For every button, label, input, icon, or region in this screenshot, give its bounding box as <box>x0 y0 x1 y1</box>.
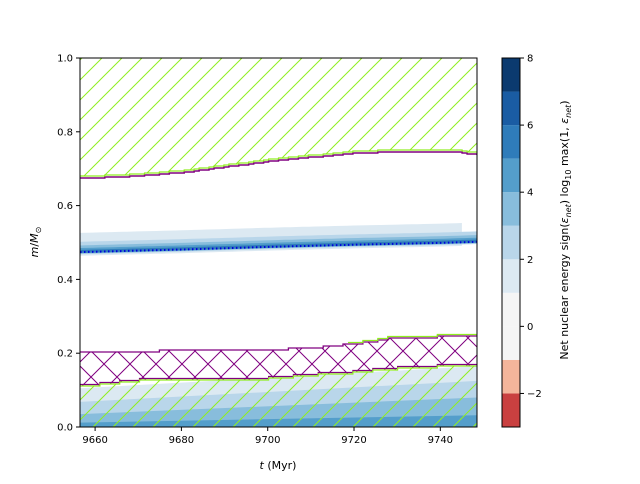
colorbar-segment <box>502 259 520 293</box>
x-axis-label: t (Myr) <box>260 459 297 472</box>
x-tick-label: 9700 <box>255 435 280 446</box>
plot-frame <box>79 57 478 428</box>
colorbar-label: Net nuclear energy sign(εnet) log10 max(… <box>558 100 573 359</box>
colorbar-segment <box>502 292 520 327</box>
colorbar-segment <box>502 393 520 427</box>
y-axis-ticks: 0.0 0.2 0.4 0.6 0.8 1.0 <box>57 54 80 434</box>
colorbar-segment <box>502 125 520 159</box>
colorbar-segment <box>502 326 520 360</box>
core-convection-edge <box>80 365 477 387</box>
core-convection-hatch <box>80 366 477 427</box>
envelope-convection-edge <box>80 149 477 177</box>
overshoot-top-edge <box>80 335 477 353</box>
colorbar-segment <box>502 91 520 126</box>
colorbar-segment <box>502 359 520 394</box>
y-tick-label: 0.8 <box>57 127 73 138</box>
colorbar-segment <box>502 192 520 226</box>
colorbar-tick-label: 6 <box>527 121 533 132</box>
colorbar-tick-label: 8 <box>527 54 533 65</box>
x-tick-label: 9660 <box>82 435 107 446</box>
colorbar-segment <box>502 225 520 260</box>
x-tick-label: 9740 <box>428 435 453 446</box>
colorbar-tick-label: 2 <box>527 255 533 266</box>
colorbar-tick-label: 0 <box>527 322 533 333</box>
overshoot-top-green-edge <box>348 333 477 344</box>
envelope-overshoot-edge <box>80 151 477 179</box>
colorbar-segment <box>502 58 520 92</box>
colorbar <box>501 57 521 428</box>
plot-area <box>80 58 477 427</box>
y-tick-label: 0.6 <box>57 201 73 212</box>
y-tick-label: 0.0 <box>57 423 73 434</box>
y-tick-label: 0.2 <box>57 349 73 360</box>
x-tick-label: 9680 <box>169 435 194 446</box>
colorbar-ticks: −2 0 2 4 6 8 <box>520 54 542 400</box>
burning-shell-level-5 <box>80 239 477 253</box>
mixing-regions <box>80 58 477 427</box>
x-axis-ticks: 9660 9680 9700 9720 9740 <box>82 427 453 446</box>
colorbar-tick-label: 4 <box>527 188 533 199</box>
overshoot-hatch <box>80 336 477 386</box>
x-tick-label: 9720 <box>341 435 366 446</box>
y-axis-label: m/M⊙ <box>28 227 43 258</box>
y-tick-label: 1.0 <box>57 54 73 65</box>
envelope-convection-hatch <box>80 58 477 176</box>
colorbar-segment <box>502 158 520 193</box>
y-tick-label: 0.4 <box>57 275 73 286</box>
colorbar-frame <box>501 57 521 428</box>
core-convection-purple-edge <box>80 363 477 386</box>
colorbar-tick-label: −2 <box>527 389 542 400</box>
